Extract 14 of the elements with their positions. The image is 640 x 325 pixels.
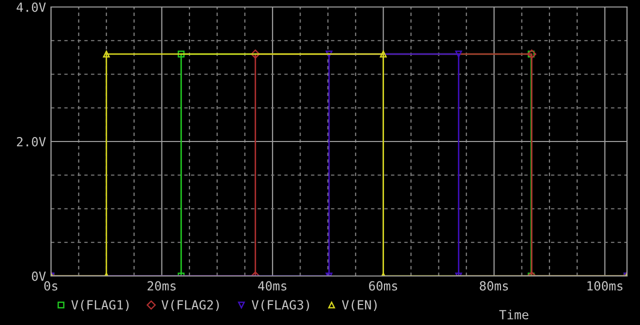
x-axis-title: Time (499, 310, 528, 320)
y-tick-label: 2.0V (16, 137, 46, 146)
x-tick-label: 60ms (369, 281, 398, 291)
x-tick-label: 40ms (258, 281, 286, 291)
legend-label: V(FLAG3) (252, 300, 310, 312)
legend-label: V(FLAG1) (71, 300, 129, 312)
y-tick-label: 4.0V (16, 2, 46, 12)
y-tick-label: 0V (32, 272, 46, 281)
legend-label: V(EN) (342, 300, 377, 312)
x-tick-label: 20ms (148, 281, 176, 291)
x-tick-label: 80ms (480, 281, 508, 291)
x-tick-label: 0s (44, 281, 58, 291)
legend-label: V(FLAG2) (162, 300, 219, 312)
x-tick-label: 100ms (588, 281, 622, 291)
